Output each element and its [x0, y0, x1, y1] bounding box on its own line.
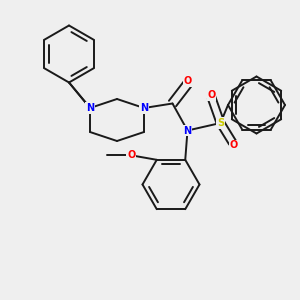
Text: O: O	[183, 76, 192, 86]
Text: N: N	[183, 125, 192, 136]
Text: N: N	[86, 103, 94, 113]
Text: S: S	[217, 118, 224, 128]
Text: O: O	[127, 150, 135, 160]
Text: O: O	[230, 140, 238, 151]
Text: O: O	[207, 90, 216, 100]
Text: N: N	[140, 103, 148, 113]
